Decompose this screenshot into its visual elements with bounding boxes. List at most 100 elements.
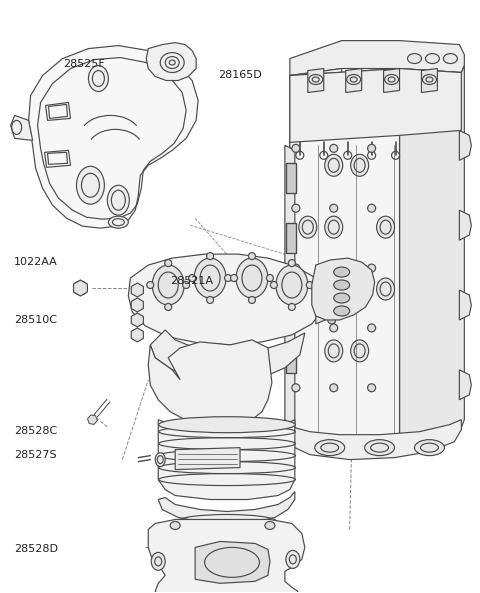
Ellipse shape: [330, 384, 338, 392]
Ellipse shape: [159, 417, 295, 433]
Ellipse shape: [236, 258, 268, 298]
Ellipse shape: [276, 265, 308, 305]
Ellipse shape: [330, 324, 338, 332]
Text: 28528D: 28528D: [14, 544, 58, 554]
Polygon shape: [290, 69, 461, 142]
Ellipse shape: [368, 324, 376, 332]
Polygon shape: [312, 258, 374, 320]
Polygon shape: [459, 370, 471, 400]
Ellipse shape: [270, 282, 277, 289]
Ellipse shape: [132, 285, 142, 295]
Ellipse shape: [415, 439, 444, 455]
Ellipse shape: [368, 204, 376, 212]
Ellipse shape: [265, 521, 275, 530]
Ellipse shape: [334, 306, 350, 316]
Polygon shape: [290, 69, 342, 439]
Ellipse shape: [408, 53, 421, 63]
Ellipse shape: [292, 264, 300, 272]
Ellipse shape: [249, 253, 255, 260]
Ellipse shape: [194, 258, 226, 298]
Ellipse shape: [292, 204, 300, 212]
Ellipse shape: [334, 293, 350, 303]
Ellipse shape: [170, 521, 180, 530]
Polygon shape: [421, 69, 437, 93]
Ellipse shape: [292, 384, 300, 392]
Text: 28527S: 28527S: [14, 450, 57, 460]
Ellipse shape: [377, 216, 395, 238]
Ellipse shape: [368, 384, 376, 392]
Polygon shape: [146, 43, 196, 81]
Ellipse shape: [315, 439, 345, 455]
Polygon shape: [308, 69, 324, 93]
Ellipse shape: [76, 166, 104, 204]
Ellipse shape: [165, 260, 172, 267]
Ellipse shape: [351, 278, 369, 300]
Polygon shape: [384, 69, 399, 93]
Ellipse shape: [183, 282, 190, 289]
Text: 28525F: 28525F: [63, 59, 105, 69]
Polygon shape: [459, 130, 471, 160]
Ellipse shape: [330, 204, 338, 212]
Polygon shape: [131, 328, 144, 342]
Polygon shape: [29, 46, 198, 228]
Ellipse shape: [132, 300, 142, 310]
Ellipse shape: [206, 253, 214, 260]
Polygon shape: [73, 280, 87, 296]
Ellipse shape: [292, 144, 300, 152]
Polygon shape: [195, 541, 270, 584]
Ellipse shape: [299, 278, 317, 300]
Ellipse shape: [330, 264, 338, 272]
Ellipse shape: [132, 315, 142, 325]
Text: 28165D: 28165D: [218, 69, 262, 79]
Ellipse shape: [266, 275, 274, 282]
Ellipse shape: [189, 275, 196, 282]
Ellipse shape: [288, 304, 295, 311]
Polygon shape: [11, 116, 33, 141]
Ellipse shape: [325, 340, 343, 362]
Polygon shape: [175, 448, 240, 470]
Ellipse shape: [249, 296, 255, 304]
Polygon shape: [286, 223, 296, 253]
Ellipse shape: [328, 302, 336, 310]
Ellipse shape: [425, 53, 439, 63]
Ellipse shape: [351, 340, 369, 362]
Polygon shape: [290, 69, 399, 439]
Ellipse shape: [286, 550, 300, 568]
Ellipse shape: [334, 280, 350, 290]
Ellipse shape: [328, 274, 336, 282]
Polygon shape: [459, 290, 471, 320]
Polygon shape: [148, 519, 305, 593]
Ellipse shape: [330, 144, 338, 152]
Polygon shape: [399, 66, 464, 439]
Ellipse shape: [292, 324, 300, 332]
Text: 28521A: 28521A: [170, 276, 214, 285]
Ellipse shape: [73, 281, 87, 295]
Ellipse shape: [108, 216, 128, 228]
Text: 28528C: 28528C: [14, 426, 57, 436]
Ellipse shape: [334, 267, 350, 277]
Ellipse shape: [306, 282, 313, 289]
Ellipse shape: [328, 288, 336, 296]
Text: 1022AA: 1022AA: [14, 257, 58, 267]
Ellipse shape: [365, 439, 395, 455]
Text: 28510C: 28510C: [14, 315, 57, 325]
Polygon shape: [158, 420, 295, 499]
Polygon shape: [286, 283, 296, 313]
Polygon shape: [286, 163, 296, 193]
Polygon shape: [131, 298, 144, 312]
Polygon shape: [148, 340, 272, 427]
Ellipse shape: [132, 330, 142, 340]
Ellipse shape: [152, 265, 184, 305]
Ellipse shape: [206, 296, 214, 304]
Ellipse shape: [151, 553, 165, 570]
Polygon shape: [158, 492, 295, 524]
Polygon shape: [128, 254, 325, 345]
Ellipse shape: [88, 66, 108, 91]
Polygon shape: [459, 210, 471, 240]
Polygon shape: [131, 313, 144, 327]
Ellipse shape: [368, 264, 376, 272]
Ellipse shape: [351, 154, 369, 176]
Ellipse shape: [325, 154, 343, 176]
Polygon shape: [150, 330, 305, 382]
Ellipse shape: [155, 452, 165, 467]
